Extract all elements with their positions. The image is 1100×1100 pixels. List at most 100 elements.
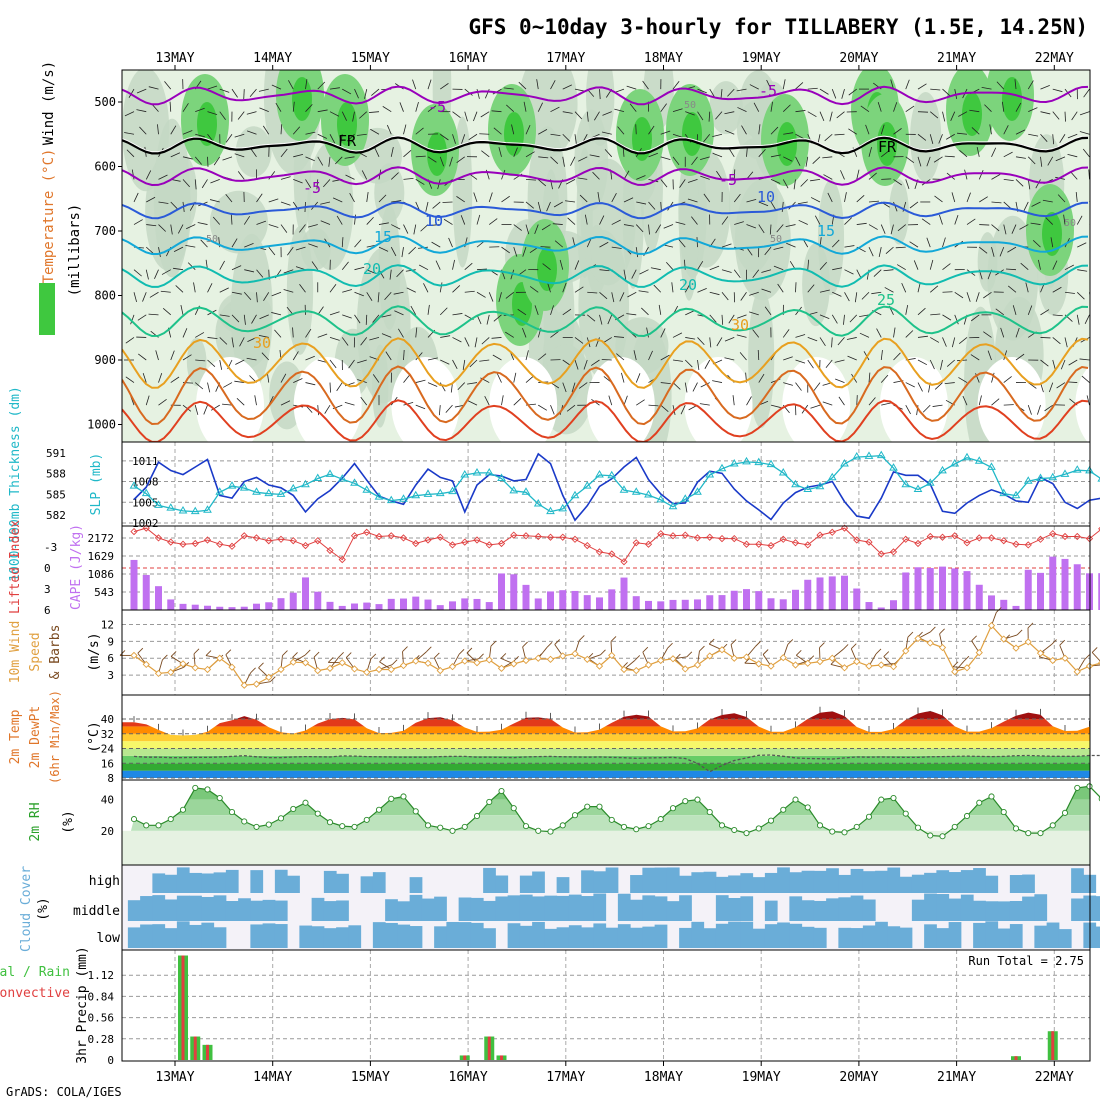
wind-barb	[554, 240, 564, 248]
thickness-point	[950, 458, 960, 467]
wind-barb	[939, 628, 945, 635]
wind-barb	[390, 146, 394, 157]
wind-barb	[348, 359, 355, 369]
cloud-cell	[470, 922, 484, 948]
wind-barb	[1075, 191, 1078, 203]
wind-barb	[648, 201, 656, 210]
thickness-point	[840, 458, 849, 467]
wind-barb	[522, 641, 528, 648]
cloud-cell	[630, 899, 643, 921]
freezing-level-contour	[122, 135, 1089, 155]
wind-barb	[418, 264, 429, 271]
cloud-cell	[225, 900, 239, 921]
wind-barb	[293, 378, 303, 383]
pressure-units-label: (millibars)	[67, 204, 83, 297]
thickness-point	[1023, 476, 1033, 484]
rh-point	[363, 816, 370, 823]
wind-barb	[562, 111, 573, 114]
wind-barb	[766, 79, 772, 90]
wind-barb	[819, 314, 830, 319]
cloud-cell	[507, 895, 521, 921]
wind-barb	[207, 85, 218, 90]
wind-barb	[917, 359, 928, 366]
cloud-cell	[666, 901, 680, 921]
wind-barb	[219, 337, 228, 345]
wind-barb	[648, 350, 653, 361]
wind-barb	[991, 398, 1000, 406]
wind-speed-point	[877, 661, 885, 669]
upper-air-axis-label: Temperature (°C)	[41, 149, 57, 284]
wind-barb	[170, 651, 177, 657]
cape-bar	[645, 600, 652, 610]
wind-barb	[574, 260, 580, 270]
wind-barb	[697, 337, 705, 346]
wind-barb	[258, 88, 269, 92]
wind-barb	[231, 314, 240, 323]
lifted-index-point	[522, 532, 530, 540]
wind-barb	[435, 260, 441, 270]
rh-point	[890, 794, 897, 802]
rh-point	[1074, 784, 1081, 791]
wind-barb	[963, 655, 970, 662]
wind-barb	[1052, 111, 1060, 120]
wind-barb	[372, 314, 380, 323]
wind-barb	[133, 192, 139, 203]
wind-barb	[1077, 269, 1088, 272]
wind-tick-label: 6	[107, 652, 114, 665]
wind-barb	[525, 124, 531, 135]
wind-barb	[133, 292, 137, 303]
cloud-cell	[311, 926, 325, 948]
cloud-cell	[152, 895, 166, 921]
cloud-cell	[728, 921, 741, 948]
wind-barb	[464, 111, 468, 122]
wind-barb	[979, 196, 988, 203]
wind-barb	[304, 649, 311, 656]
wind-barb	[675, 221, 686, 225]
temp-tick-label: 24	[101, 743, 115, 756]
wind-barb	[305, 382, 316, 386]
thickness-point	[680, 494, 690, 502]
wind-barb	[687, 198, 698, 203]
precip-convective-bar	[487, 1036, 491, 1060]
rh-point	[596, 803, 603, 810]
wind-barb	[699, 403, 710, 406]
wind-barb	[819, 262, 827, 270]
wind-barb	[243, 89, 245, 100]
lifted-index-point	[816, 531, 824, 539]
temperature-band	[122, 733, 1090, 742]
wind-barb	[930, 337, 940, 343]
wind-barb	[635, 247, 639, 258]
wind-barb	[844, 192, 847, 203]
wind-barb	[550, 80, 556, 90]
wind-barb	[859, 314, 870, 317]
wind-barb	[823, 174, 833, 180]
wind-barb	[1020, 262, 1029, 271]
thickness-point	[337, 474, 347, 482]
cloud-cell	[1022, 874, 1035, 893]
wind-barb	[905, 304, 909, 315]
wind-barb	[282, 650, 288, 656]
wind-barb	[408, 246, 417, 255]
wind-barb	[782, 79, 786, 90]
cloud-cell	[164, 899, 178, 921]
contour-label: FR	[338, 132, 357, 150]
contour-label: 10	[425, 212, 443, 230]
wind-barb	[391, 200, 402, 203]
wind-barb	[583, 359, 588, 370]
wind-speed-point	[791, 661, 800, 669]
wind-barb	[752, 269, 760, 278]
cloud-cell	[262, 923, 276, 948]
wind-barb	[883, 269, 894, 272]
cloud-cell	[838, 927, 852, 948]
bottom-day-label: 14MAY	[253, 1070, 292, 1085]
wind-barb	[1003, 125, 1009, 135]
wind-barb	[732, 395, 735, 406]
rh-point	[841, 829, 848, 836]
wind-barb	[929, 259, 934, 270]
cape-bar	[951, 568, 959, 610]
wind-barb	[237, 111, 245, 120]
wind-barb	[1064, 111, 1066, 122]
cloud-cell	[752, 928, 766, 948]
slp-tick-label: 1002	[132, 517, 159, 530]
wind-barb	[686, 651, 693, 658]
